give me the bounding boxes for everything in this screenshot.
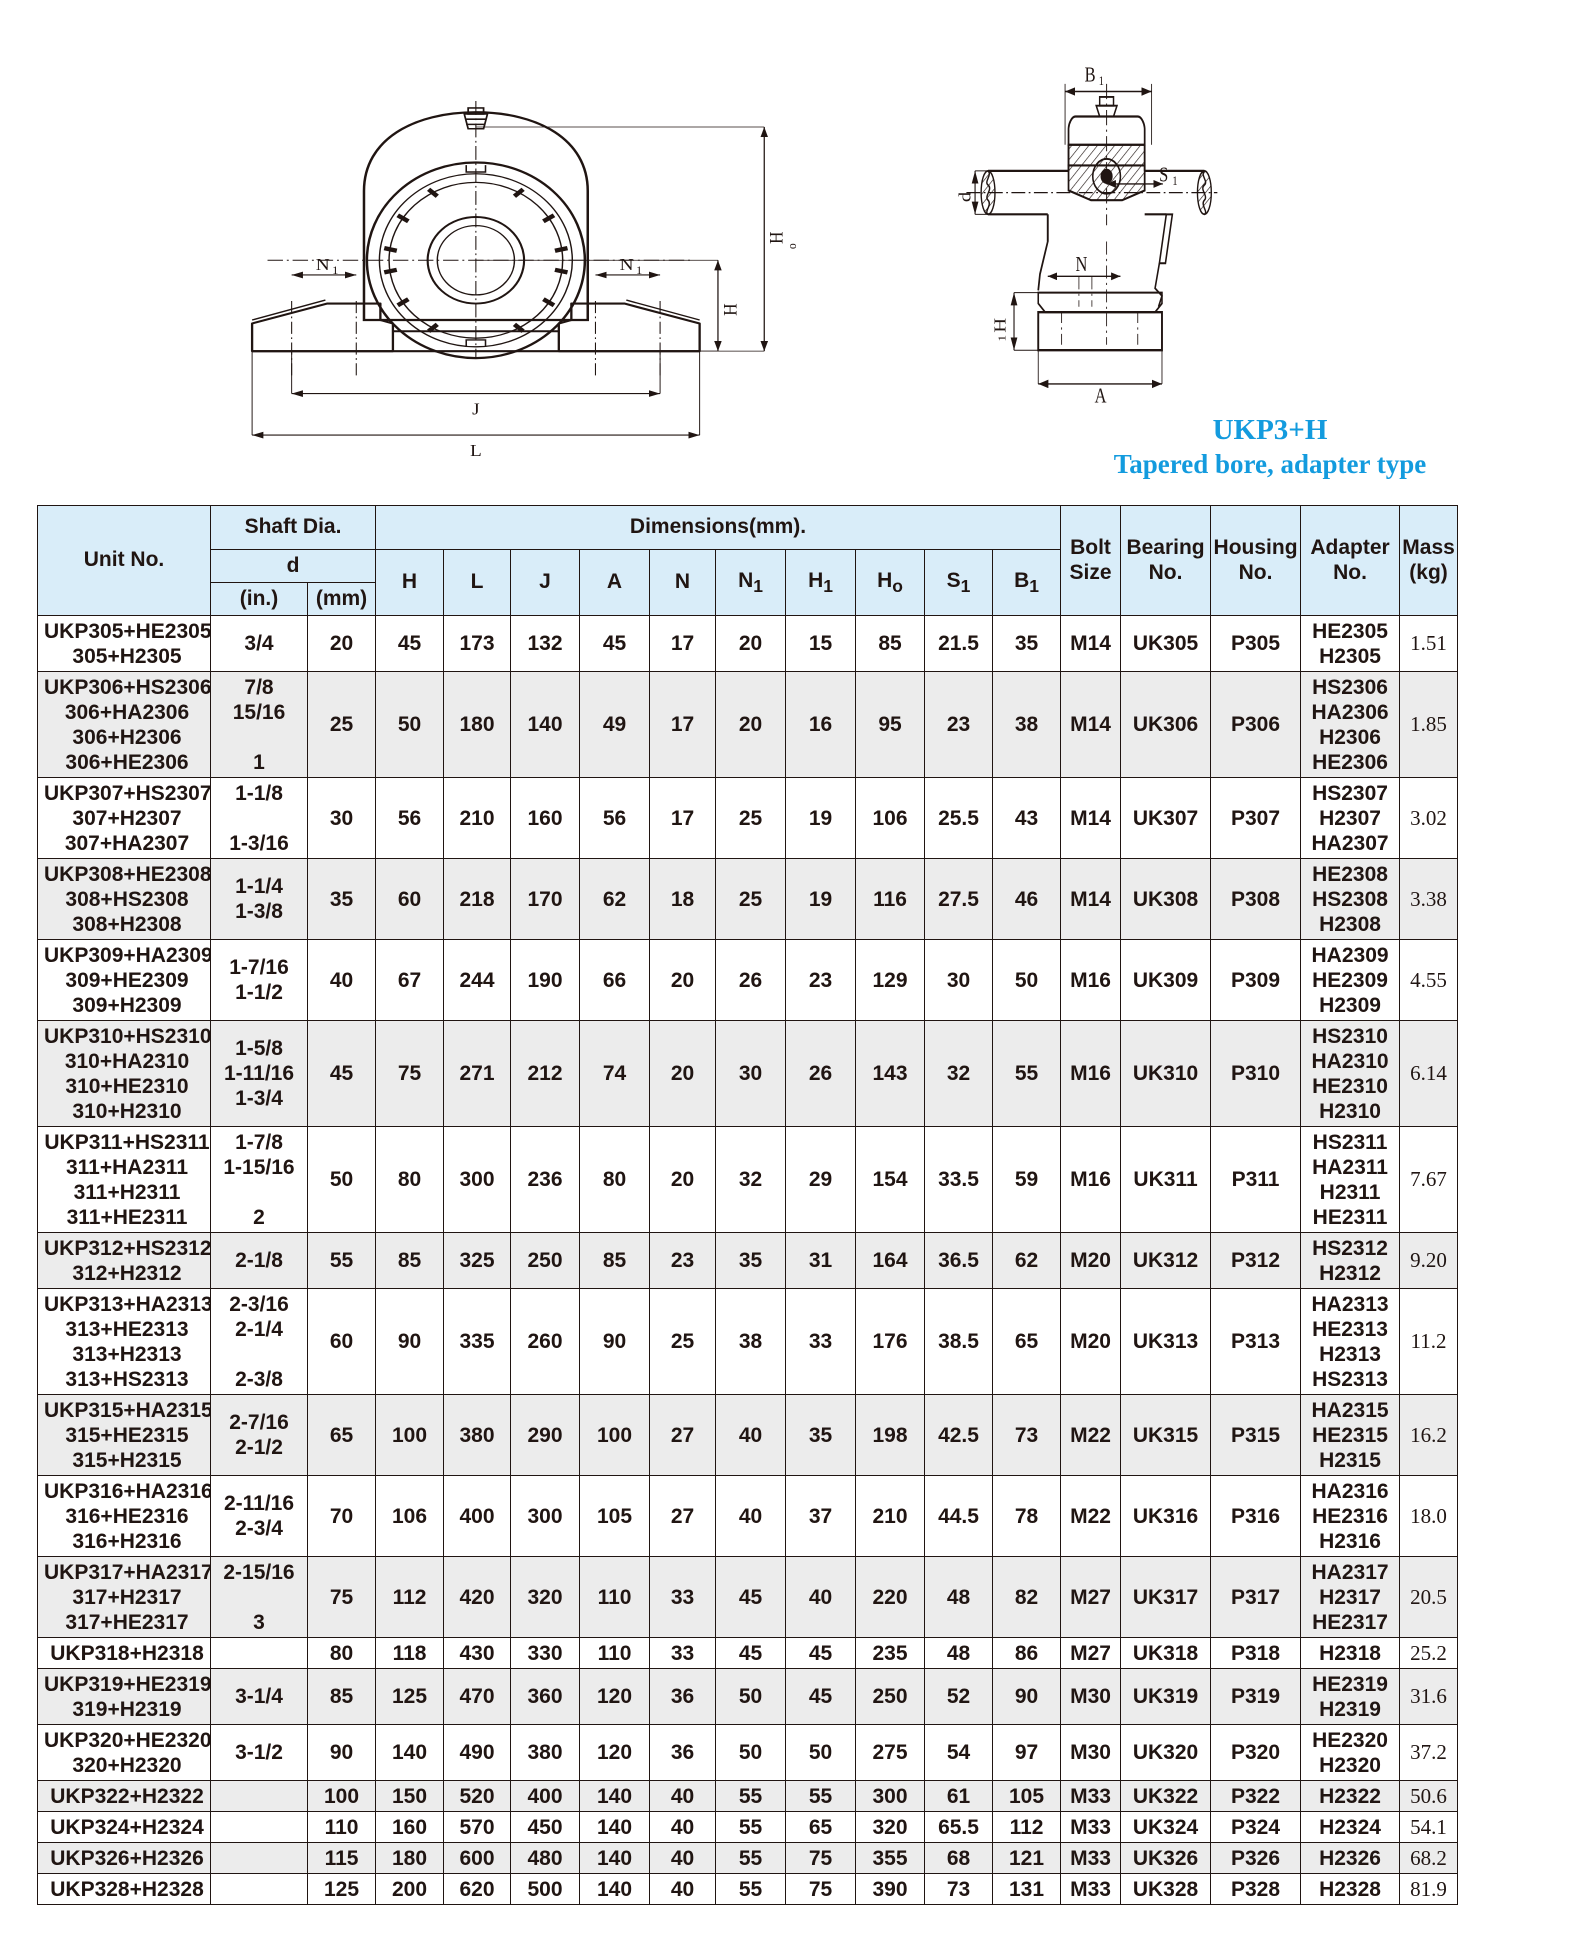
svg-text:H: H (766, 232, 787, 245)
svg-text:1: 1 (636, 264, 642, 277)
svg-text:o: o (785, 243, 800, 249)
svg-text:1: 1 (332, 264, 338, 277)
svg-text:B: B (1085, 64, 1096, 87)
svg-text:d: d (957, 191, 975, 202)
svg-text:L: L (470, 441, 482, 460)
svg-text:N: N (316, 255, 330, 274)
svg-text:N: N (620, 255, 634, 274)
svg-text:A: A (1095, 385, 1107, 408)
svg-text:S: S (1159, 164, 1168, 187)
svg-text:1: 1 (997, 335, 1008, 342)
svg-text:J: J (472, 399, 480, 418)
svg-text:H: H (719, 303, 740, 316)
svg-text:N: N (1076, 253, 1088, 276)
svg-text:1: 1 (1099, 74, 1104, 88)
svg-text:1: 1 (1172, 174, 1177, 188)
svg-text:H: H (991, 318, 1009, 333)
